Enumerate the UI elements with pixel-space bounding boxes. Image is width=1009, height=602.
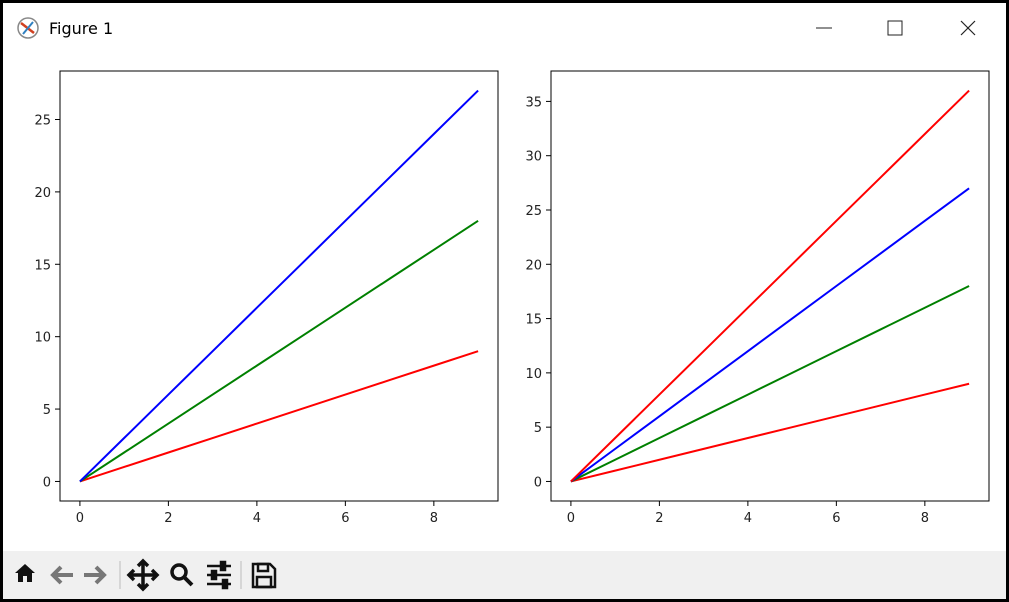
title-bar bbox=[3, 3, 1006, 53]
line-series bbox=[79, 350, 479, 483]
x-tick-label: 8 bbox=[430, 511, 438, 526]
y-tick-label: 10 bbox=[34, 331, 51, 346]
pan-button[interactable] bbox=[126, 558, 160, 592]
x-tick-label: 4 bbox=[253, 511, 261, 526]
zoom-button[interactable] bbox=[170, 563, 194, 587]
x-tick-label: 4 bbox=[744, 511, 752, 526]
x-tick-label: 2 bbox=[655, 511, 663, 526]
back-button[interactable] bbox=[50, 565, 73, 585]
x-tick-label: 0 bbox=[567, 511, 575, 526]
toolbar bbox=[3, 551, 1006, 599]
y-tick-label: 5 bbox=[534, 421, 542, 436]
line-series bbox=[570, 187, 970, 483]
y-tick-label: 0 bbox=[43, 475, 51, 490]
y-tick-label: 25 bbox=[34, 114, 51, 129]
axes-frame bbox=[59, 70, 499, 502]
x-tick-label: 8 bbox=[921, 511, 929, 526]
y-tick-label: 30 bbox=[525, 150, 542, 165]
line-series bbox=[570, 285, 970, 483]
axes-frame bbox=[550, 70, 990, 502]
app-icon bbox=[17, 17, 39, 39]
y-tick-label: 15 bbox=[34, 258, 51, 273]
y-tick-label: 20 bbox=[525, 258, 542, 273]
figure: Figure 1 0 2 4 6 8 0 5 10 15 20 25 0 2 4 6 8 0 5 10 15 20 25 3… bbox=[3, 3, 1006, 599]
x-tick-label: 6 bbox=[341, 511, 349, 526]
y-tick-label: 35 bbox=[525, 95, 542, 110]
y-tick-label: 15 bbox=[525, 313, 542, 328]
close-button[interactable] bbox=[960, 20, 976, 36]
configure-button[interactable] bbox=[207, 560, 231, 590]
home-button[interactable] bbox=[15, 564, 35, 582]
y-tick-label: 0 bbox=[534, 475, 542, 490]
x-tick-label: 2 bbox=[164, 511, 172, 526]
line-series bbox=[79, 89, 479, 483]
maximize-button[interactable] bbox=[887, 20, 903, 36]
forward-button[interactable] bbox=[84, 565, 107, 585]
y-tick-label: 25 bbox=[525, 204, 542, 219]
line-series bbox=[570, 89, 970, 483]
save-button[interactable] bbox=[251, 562, 277, 589]
y-tick-label: 5 bbox=[43, 403, 51, 418]
y-tick-label: 10 bbox=[525, 367, 542, 382]
x-tick-label: 6 bbox=[832, 511, 840, 526]
x-tick-label: 0 bbox=[76, 511, 84, 526]
line-series bbox=[570, 382, 970, 483]
window: Figure 1 0 2 4 6 8 0 5 10 15 20 25 0 2 4 6 8 0 5 10 15 20 25 3… bbox=[3, 3, 1006, 599]
window-title: Figure 1 bbox=[49, 19, 113, 38]
line-series bbox=[79, 220, 479, 483]
y-tick-label: 20 bbox=[34, 186, 51, 201]
